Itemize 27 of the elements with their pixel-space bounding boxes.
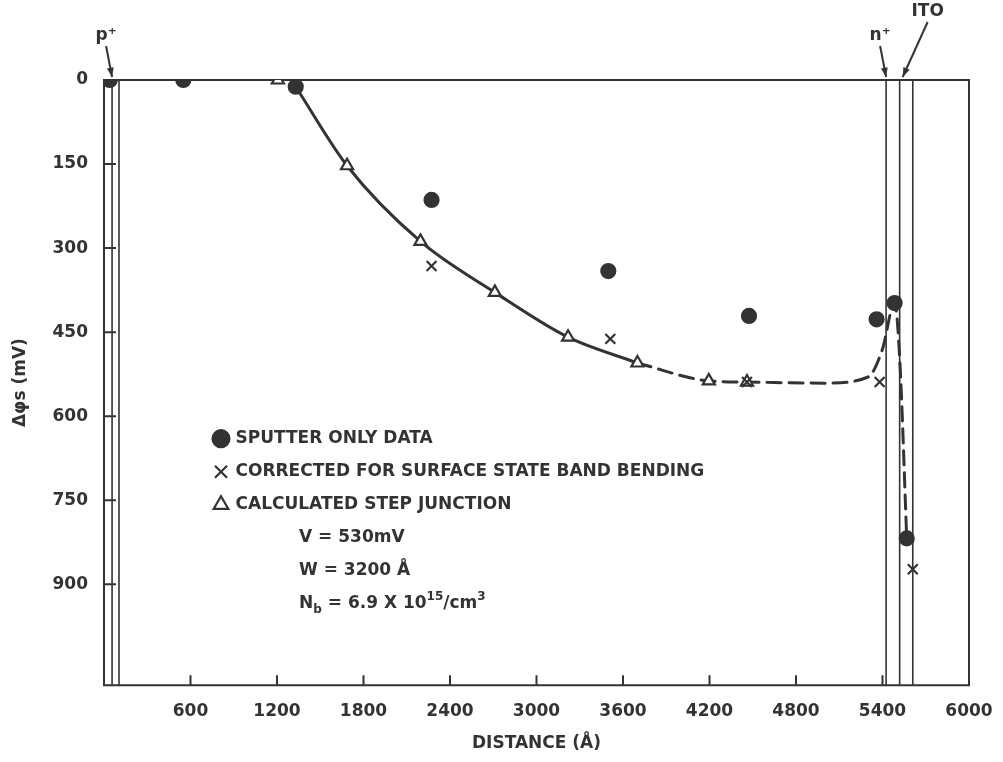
x-tick-label: 600: [172, 699, 209, 720]
y-tick-label: 0: [76, 68, 89, 89]
y-tick-label: 600: [52, 404, 89, 425]
x-tick-label: 5400: [858, 699, 907, 720]
y-tick-label: 750: [52, 488, 89, 509]
ref-line-label: ITO: [911, 0, 944, 20]
x-tick-label: 6000: [945, 699, 993, 720]
legend-label: SPUTTER ONLY DATA: [235, 427, 434, 448]
x-tick-label: 4200: [685, 699, 734, 720]
legend-label: CALCULATED STEP JUNCTION: [235, 493, 512, 514]
ref-line-label: p⁺: [95, 24, 117, 44]
annotation: W = 3200 Å: [299, 557, 412, 580]
legend-label: CORRECTED FOR SURFACE STATE BAND BENDING: [235, 460, 705, 481]
ref-line-label: n⁺: [869, 24, 891, 44]
x-tick-label: 3000: [512, 699, 561, 720]
y-axis-title: Δφs (mV): [8, 338, 29, 428]
x-axis-title: DISTANCE (Å): [471, 730, 602, 753]
x-tick-label: 3600: [599, 699, 647, 720]
x-tick-label: 2400: [426, 699, 474, 720]
y-tick-label: 900: [52, 572, 89, 593]
annotation: V = 530mV: [299, 526, 406, 547]
x-tick-label: 1200: [253, 699, 301, 720]
y-tick-label: 150: [52, 152, 89, 173]
x-tick-label: 1800: [339, 699, 388, 720]
y-tick-label: 450: [52, 320, 89, 341]
y-tick-label: 300: [52, 236, 89, 257]
x-tick-label: 4800: [772, 699, 820, 720]
